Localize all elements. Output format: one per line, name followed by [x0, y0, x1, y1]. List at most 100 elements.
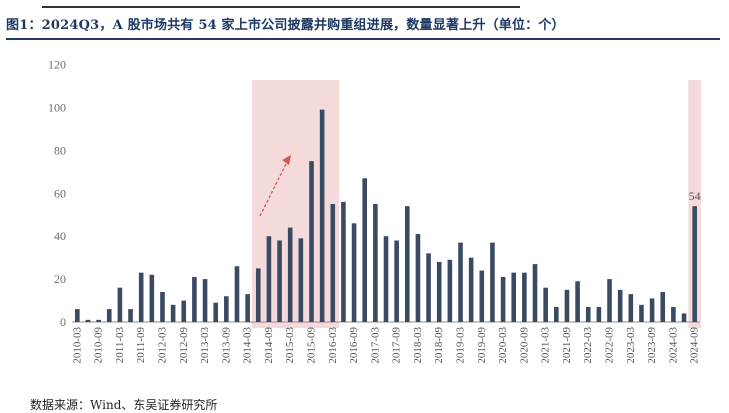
y-tick-label: 40	[54, 229, 66, 243]
y-tick-label: 0	[60, 315, 66, 329]
bar-2023-06	[639, 304, 644, 322]
x-tick-label: 2018-03	[412, 327, 424, 364]
bar-2022-03	[585, 306, 591, 322]
bar-2020-12	[532, 264, 538, 322]
x-tick-label: 2022-09	[604, 327, 616, 364]
bar-2022-12	[617, 289, 623, 322]
bar-2019-06	[468, 257, 474, 322]
y-tick-label: 80	[54, 143, 66, 157]
y-tick-label: 100	[48, 101, 66, 115]
title-rule	[6, 38, 720, 40]
bar-2014-06	[255, 268, 261, 322]
bar-2023-12	[660, 291, 666, 322]
trend-arrow-head	[282, 155, 291, 165]
bar-2010-03	[75, 309, 80, 322]
bar-2010-09	[96, 319, 101, 322]
bar-2021-12	[575, 281, 580, 322]
bar-2011-06	[128, 309, 133, 322]
x-tick-label: 2011-03	[114, 327, 126, 364]
bar-2011-12	[149, 274, 155, 322]
bar-2017-03	[373, 204, 378, 322]
bar-2012-09	[181, 300, 187, 322]
x-tick-label: 2010-09	[93, 327, 105, 364]
bar-2019-03	[458, 242, 463, 322]
bar-2010-12	[106, 309, 112, 322]
y-tick-label: 60	[54, 186, 66, 200]
bar-2018-09	[436, 261, 442, 322]
x-tick-label: 2019-03	[455, 327, 467, 364]
bar-2011-03	[117, 287, 123, 322]
highlight-band-1	[251, 80, 340, 328]
bar-2017-06	[383, 236, 389, 322]
x-tick-label: 2021-03	[540, 327, 552, 364]
bar-2013-06	[213, 302, 218, 322]
y-tick-label: 120	[48, 58, 66, 72]
x-tick-label: 2010-03	[71, 327, 83, 364]
bar-2022-06	[596, 306, 602, 322]
truncated-previous-text	[0, 0, 729, 10]
bar-2018-03	[415, 234, 421, 322]
trend-arrow-line	[259, 159, 289, 217]
x-tick-label: 2016-03	[327, 327, 339, 364]
y-tick-label: 20	[54, 272, 66, 286]
bar-2018-12	[447, 259, 453, 322]
bar-2017-12	[404, 206, 410, 322]
bar-2016-09	[351, 223, 357, 322]
highlight-band-2	[688, 80, 701, 328]
bar-2018-06	[426, 253, 431, 322]
bar-2013-03	[202, 279, 208, 322]
x-tick-label: 2023-09	[646, 327, 658, 364]
bar-2014-09	[266, 236, 272, 322]
x-tick-label: 2022-03	[582, 327, 594, 364]
bar-2010-06	[85, 319, 91, 322]
bar-2012-03	[160, 291, 165, 322]
x-tick-label: 2023-03	[625, 327, 637, 364]
x-tick-label: 2014-09	[263, 327, 275, 364]
bar-2016-06	[341, 201, 346, 322]
figure-title: 图1：2024Q3，A 股市场共有 54 家上市公司披露并购重组进展，数量显著上…	[6, 18, 565, 33]
x-tick-label: 2014-03	[242, 327, 254, 364]
bar-chart: 0 20 40 60 80 100 120 2010-03 2010-09 2011-03 2011…	[48, 58, 701, 364]
bar-2019-12	[490, 242, 495, 322]
bar-2022-09	[607, 279, 612, 322]
bar-2024-06	[681, 313, 687, 322]
bar-2014-03	[245, 294, 250, 322]
truncated-underline	[42, 6, 520, 8]
bar-2024-09	[692, 206, 697, 322]
bar-2020-03	[500, 276, 506, 322]
bar-2021-09	[564, 289, 570, 322]
bar-2012-06	[170, 304, 176, 322]
x-tick-label: 2017-03	[369, 327, 381, 364]
x-tick-label: 2013-09	[220, 327, 232, 364]
x-tick-label: 2024-03	[667, 327, 679, 364]
bar-2013-09	[224, 296, 229, 322]
bar-2024-03	[671, 306, 676, 322]
bar-2012-12	[192, 276, 197, 322]
x-tick-label: 2012-03	[156, 327, 168, 364]
bar-2015-12	[319, 109, 325, 323]
x-tick-label: 2012-09	[178, 327, 190, 364]
bar-2023-03	[628, 294, 634, 322]
bar-2011-09	[138, 272, 144, 322]
bar-2021-03	[543, 287, 548, 322]
x-tick-label: 2021-09	[561, 327, 573, 364]
bar-2020-06	[511, 272, 517, 322]
x-tick-label: 2020-03	[497, 327, 509, 364]
data-label-2024-09: 54	[689, 189, 701, 203]
bar-2023-09	[649, 298, 655, 322]
bar-2015-06	[298, 238, 304, 322]
source-note: 数据来源：Wind、东吴证券研究所	[30, 398, 218, 412]
x-tick-label: 2020-09	[518, 327, 530, 364]
bar-2020-09	[522, 272, 527, 322]
x-tick-label: 2017-09	[391, 327, 403, 364]
bar-2016-12	[362, 178, 368, 322]
x-tick-label: 2015-09	[305, 327, 317, 364]
bar-2017-09	[394, 240, 399, 322]
bar-2014-12	[277, 240, 282, 322]
bar-2013-12	[234, 266, 240, 322]
bar-2019-09	[479, 270, 485, 322]
x-tick-label: 2024-09	[689, 327, 701, 364]
x-tick-label: 2015-03	[284, 327, 296, 364]
bar-2015-03	[287, 227, 293, 322]
bar-2016-03	[330, 204, 336, 322]
